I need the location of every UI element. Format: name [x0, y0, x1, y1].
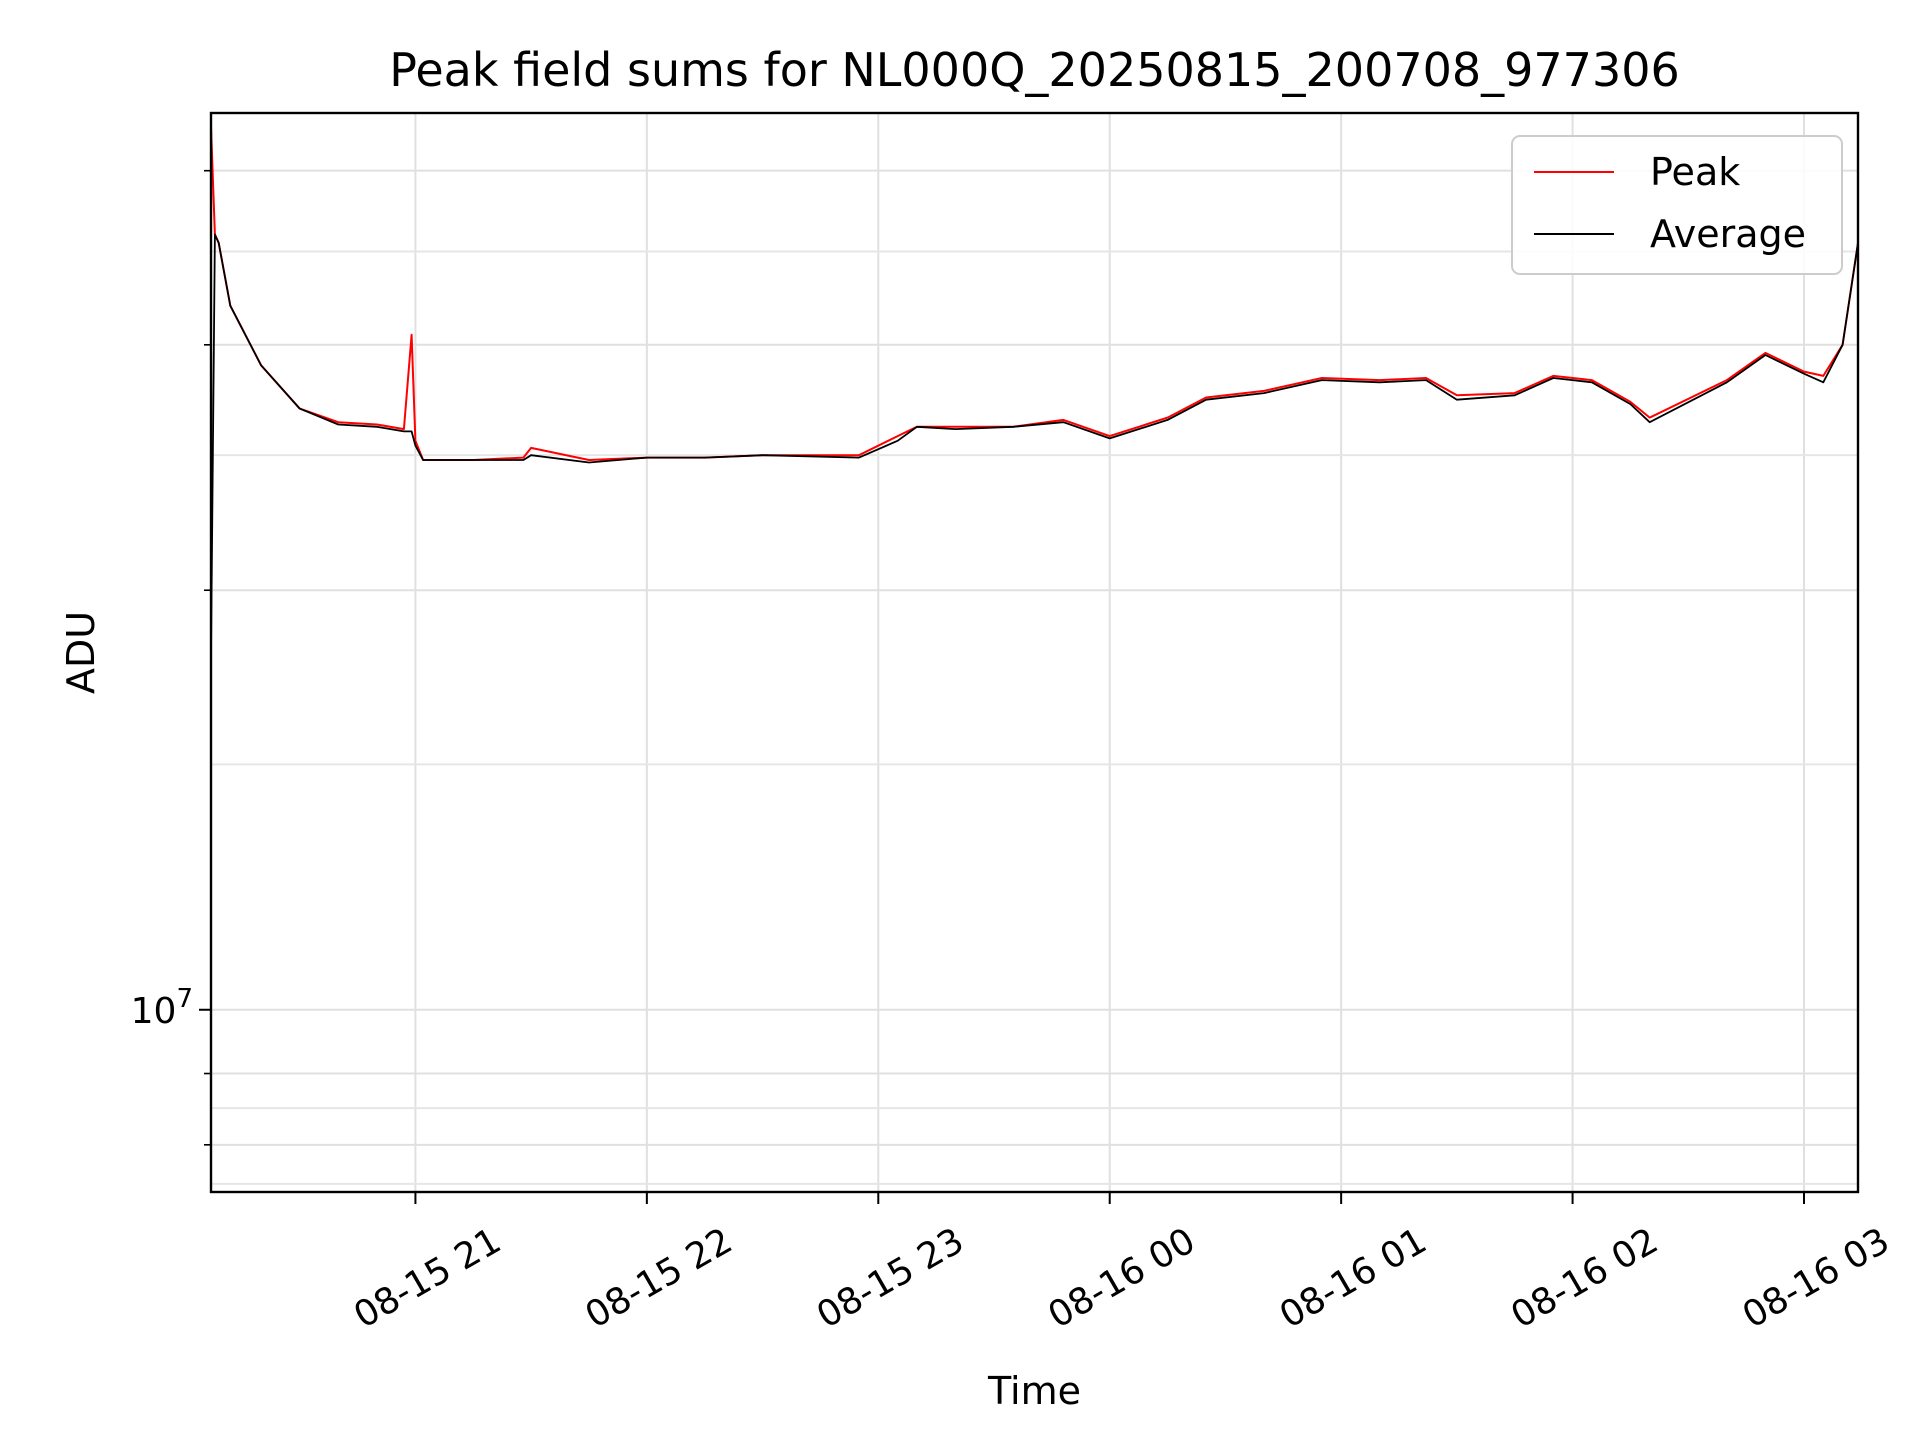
series-line-peak	[210, 126, 1859, 461]
y-axis-label: ADU	[59, 611, 103, 694]
plot-frame	[209, 111, 1860, 1194]
chart-title: Peak field sums for NL000Q_20250815_2007…	[389, 43, 1680, 97]
legend-label: Peak	[1650, 150, 1740, 194]
series-line-average	[210, 233, 1859, 655]
legend-label: Average	[1650, 212, 1806, 256]
y-tick-label: 107	[131, 984, 193, 1032]
series-layer	[210, 126, 1859, 655]
legend: Peak Average	[1511, 135, 1843, 275]
legend-box	[1511, 135, 1843, 275]
x-axis-label: Time	[987, 1369, 1081, 1413]
grid	[211, 113, 1858, 1192]
